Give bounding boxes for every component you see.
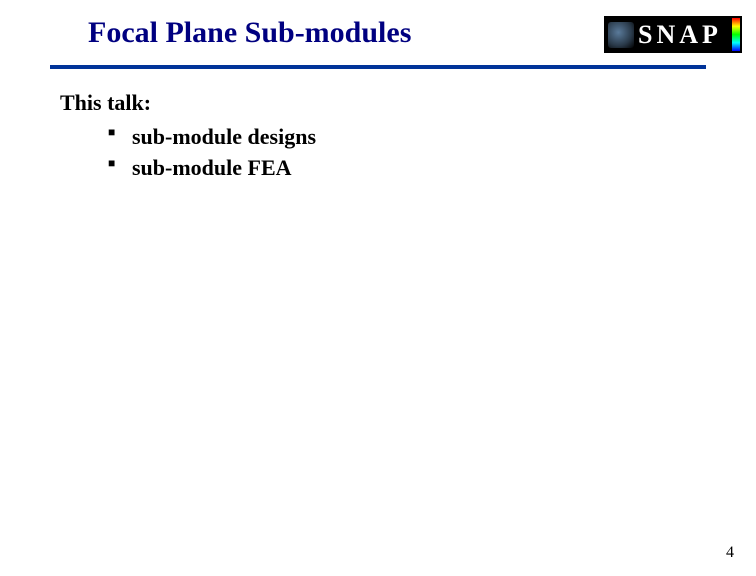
snap-logo: SNAP (604, 16, 742, 53)
slide-header: Focal Plane Sub-modules SNAP (0, 0, 756, 72)
list-item: sub-module FEA (108, 153, 756, 184)
bullet-list: sub-module designs sub-module FEA (60, 122, 756, 184)
logo-spectrum-icon (732, 18, 740, 51)
page-number: 4 (726, 544, 734, 562)
content-intro: This talk: (60, 90, 756, 116)
logo-nebula-icon (608, 22, 634, 48)
logo-inner: SNAP (606, 18, 740, 51)
header-divider (50, 65, 706, 69)
logo-text: SNAP (638, 18, 722, 51)
slide-content: This talk: sub-module designs sub-module… (0, 72, 756, 184)
list-item: sub-module designs (108, 122, 756, 153)
